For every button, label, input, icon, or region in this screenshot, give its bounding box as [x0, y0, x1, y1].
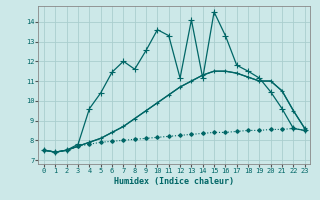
X-axis label: Humidex (Indice chaleur): Humidex (Indice chaleur)	[115, 177, 234, 186]
